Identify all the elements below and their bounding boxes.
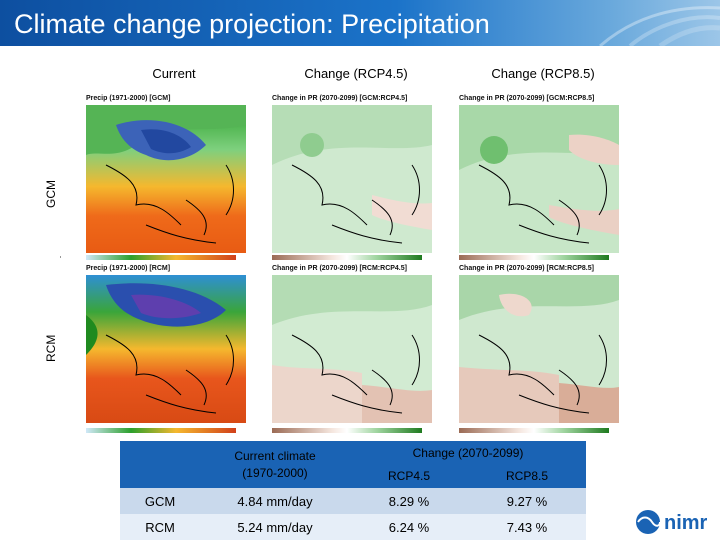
colorbar xyxy=(459,428,609,433)
map-gcm-rcp85: Change in PR (2070-2099) [GCM:RCP8.5] xyxy=(457,95,627,265)
rcp45-value: 6.24 % xyxy=(388,519,430,535)
panel-title: Change in PR (2070-2099) [RCM:RCP4.5] xyxy=(272,265,407,272)
current-climate-header: Current climate (1970-2000) xyxy=(200,441,350,488)
change-map xyxy=(459,275,619,423)
panel-title: Change in PR (2070-2099) [RCM:RCP8.5] xyxy=(459,265,594,272)
map-rcm-rcp85: Change in PR (2070-2099) [RCM:RCP8.5] xyxy=(457,265,627,440)
nimr-logo: nimr xyxy=(636,510,708,534)
panel-title: Precip (1971-2000) [GCM] xyxy=(86,95,171,102)
map-gcm-rcp45: Change in PR (2070-2099) [GCM:RCP4.5] xyxy=(270,95,440,265)
column-label-rcp45: Change (RCP4.5) xyxy=(304,66,408,81)
colorbar xyxy=(272,255,422,260)
map-gcm-current: Precip (1971-2000) [GCM] xyxy=(84,95,254,265)
rcp45-header: RCP4.5 xyxy=(350,464,468,488)
column-label-rcp85: Change (RCP8.5) xyxy=(491,66,595,81)
row-name: RCM xyxy=(145,519,175,535)
rcp85-header: RCP8.5 xyxy=(468,464,586,488)
current-value: 5.24 mm/day xyxy=(237,519,313,535)
colorbar xyxy=(86,428,236,433)
colorbar xyxy=(86,255,236,260)
precip-map xyxy=(86,105,246,253)
column-label-current: Current xyxy=(152,66,196,81)
change-map xyxy=(272,105,432,253)
title-bar: Climate change projection: Precipitation xyxy=(0,0,720,46)
row-label-gcm: GCM xyxy=(44,180,58,208)
panel-title: Change in PR (2070-2099) [GCM:RCP4.5] xyxy=(272,95,408,102)
summary-table: Current climate (1970-2000) Change (2070… xyxy=(120,441,586,540)
decorative-swirl xyxy=(599,6,720,46)
panel-title: Precip (1971-2000) [RCM] xyxy=(86,265,171,272)
table-corner xyxy=(120,441,200,488)
map-rcm-rcp45: Change in PR (2070-2099) [RCM:RCP4.5] xyxy=(270,265,440,440)
change-header: Change (2070-2099) xyxy=(350,441,586,464)
panel-title: Change in PR (2070-2099) [GCM:RCP8.5] xyxy=(459,95,595,102)
change-map xyxy=(459,105,619,253)
table-row: GCM 4.84 mm/day 8.29 % 9.27 % xyxy=(120,488,586,514)
rcp85-value: 9.27 % xyxy=(506,493,548,509)
colorbar xyxy=(272,428,422,433)
row-name: GCM xyxy=(144,493,176,509)
change-map xyxy=(272,275,432,423)
rcp85-value: 7.43 % xyxy=(506,519,548,535)
map-rcm-current: Precip (1971-2000) [RCM] xyxy=(84,265,254,440)
row-divider xyxy=(60,256,61,258)
current-value: 4.84 mm/day xyxy=(237,493,313,509)
logo-text: nimr xyxy=(664,512,708,534)
colorbar xyxy=(459,255,609,260)
row-label-rcm: RCM xyxy=(44,334,58,362)
rcp45-value: 8.29 % xyxy=(388,493,430,509)
precip-map xyxy=(86,275,246,423)
table-row: RCM 5.24 mm/day 6.24 % 7.43 % xyxy=(120,514,586,540)
slide-title: Climate change projection: Precipitation xyxy=(14,9,490,39)
